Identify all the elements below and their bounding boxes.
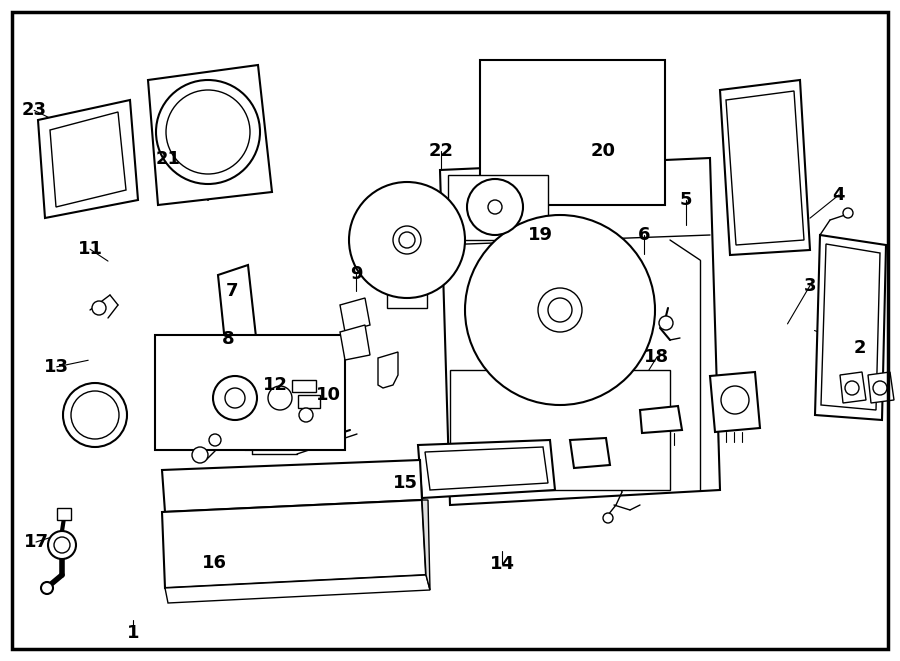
Polygon shape	[720, 80, 810, 255]
Polygon shape	[726, 91, 804, 245]
Text: 1: 1	[127, 624, 140, 642]
Text: 15: 15	[392, 473, 418, 492]
Text: 13: 13	[44, 358, 69, 376]
Circle shape	[166, 90, 250, 174]
Text: 11: 11	[77, 240, 103, 258]
Circle shape	[399, 232, 415, 248]
Bar	[387, 280, 427, 308]
Circle shape	[41, 582, 53, 594]
Circle shape	[538, 288, 582, 332]
Text: 10: 10	[316, 386, 341, 405]
Polygon shape	[340, 298, 370, 332]
Circle shape	[548, 298, 572, 322]
Circle shape	[48, 531, 76, 559]
Circle shape	[71, 391, 119, 439]
Polygon shape	[815, 235, 886, 420]
Circle shape	[349, 182, 465, 298]
Text: 9: 9	[350, 265, 363, 284]
Circle shape	[843, 208, 853, 218]
Polygon shape	[570, 438, 610, 468]
Circle shape	[721, 386, 749, 414]
Polygon shape	[418, 440, 555, 498]
Text: 3: 3	[804, 276, 816, 295]
Polygon shape	[868, 372, 894, 403]
Polygon shape	[425, 447, 548, 490]
Circle shape	[603, 513, 613, 523]
Text: 23: 23	[22, 101, 47, 120]
Circle shape	[393, 226, 421, 254]
Bar	[57, 508, 71, 520]
Circle shape	[488, 200, 502, 214]
Polygon shape	[165, 575, 430, 603]
Circle shape	[845, 381, 859, 395]
Polygon shape	[422, 500, 430, 590]
Text: 7: 7	[226, 282, 239, 300]
Circle shape	[299, 408, 313, 422]
Polygon shape	[148, 65, 272, 205]
Circle shape	[192, 447, 208, 463]
Circle shape	[467, 179, 523, 235]
Circle shape	[465, 215, 655, 405]
Text: 18: 18	[644, 348, 670, 366]
Text: 6: 6	[638, 225, 651, 244]
Polygon shape	[162, 460, 422, 512]
Circle shape	[63, 383, 127, 447]
Circle shape	[209, 434, 221, 446]
Bar	[155, 335, 345, 450]
Circle shape	[54, 537, 70, 553]
Polygon shape	[378, 352, 398, 388]
Text: 14: 14	[490, 555, 515, 573]
Circle shape	[268, 386, 292, 410]
Text: 20: 20	[590, 141, 616, 160]
Text: 17: 17	[23, 533, 49, 551]
Polygon shape	[840, 372, 866, 403]
Text: 22: 22	[428, 141, 454, 160]
Text: 19: 19	[527, 225, 553, 244]
Bar	[448, 175, 548, 240]
Polygon shape	[821, 244, 880, 410]
Polygon shape	[50, 112, 126, 207]
Polygon shape	[710, 372, 760, 432]
Text: 4: 4	[832, 186, 845, 204]
Circle shape	[213, 376, 257, 420]
Polygon shape	[440, 158, 720, 505]
Text: 8: 8	[221, 330, 234, 348]
Circle shape	[92, 301, 106, 315]
Polygon shape	[218, 265, 258, 362]
Text: 21: 21	[156, 149, 181, 168]
Circle shape	[156, 80, 260, 184]
Circle shape	[659, 316, 673, 330]
Text: 16: 16	[202, 554, 227, 572]
Circle shape	[225, 388, 245, 408]
Polygon shape	[38, 100, 138, 218]
Polygon shape	[298, 395, 320, 408]
Text: 5: 5	[680, 190, 692, 209]
Bar	[480, 60, 665, 205]
Polygon shape	[640, 406, 682, 433]
Polygon shape	[340, 325, 370, 360]
Bar	[450, 370, 670, 490]
Circle shape	[873, 381, 887, 395]
Polygon shape	[162, 500, 426, 588]
Text: 2: 2	[853, 339, 866, 358]
Text: 12: 12	[263, 375, 288, 394]
Polygon shape	[292, 380, 316, 392]
